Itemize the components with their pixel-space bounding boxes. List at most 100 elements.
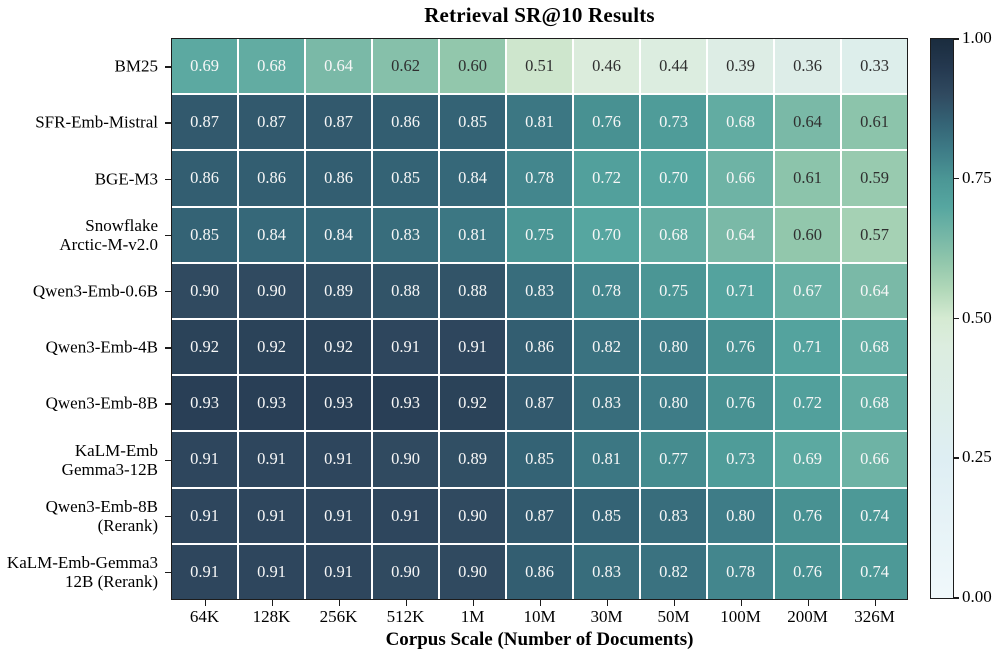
heatmap-cell: 0.76 bbox=[775, 488, 840, 543]
x-tick-mark bbox=[472, 600, 474, 606]
x-tick-mark bbox=[539, 600, 541, 606]
heatmap-cell: 0.88 bbox=[373, 263, 438, 318]
y-tick-label: Qwen3-Emb-8B bbox=[45, 393, 158, 413]
y-tick-label: SFR-Emb-Mistral bbox=[35, 112, 158, 132]
heatmap-cell: 0.83 bbox=[574, 376, 639, 431]
heatmap-cell: 0.86 bbox=[507, 544, 572, 599]
heatmap-cell: 0.92 bbox=[239, 320, 304, 375]
heatmap-cell: 0.46 bbox=[574, 39, 639, 94]
heatmap-cell: 0.90 bbox=[239, 263, 304, 318]
heatmap-cell: 0.84 bbox=[306, 207, 371, 262]
x-tick-label: 50M bbox=[657, 607, 690, 626]
heatmap-cell: 0.64 bbox=[708, 207, 773, 262]
x-tick-mark bbox=[740, 600, 742, 606]
heatmap-cell: 0.72 bbox=[574, 151, 639, 206]
heatmap-cell: 0.91 bbox=[172, 432, 237, 487]
heatmap-cell: 0.90 bbox=[373, 544, 438, 599]
x-tick-mark bbox=[807, 600, 809, 606]
heatmap-cell: 0.88 bbox=[440, 263, 505, 318]
heatmap-cell: 0.86 bbox=[507, 320, 572, 375]
heatmap-cell: 0.91 bbox=[373, 320, 438, 375]
heatmap-cell: 0.62 bbox=[373, 39, 438, 94]
heatmap-cell: 0.68 bbox=[842, 376, 907, 431]
heatmap-cell: 0.93 bbox=[373, 376, 438, 431]
heatmap-cell: 0.66 bbox=[842, 432, 907, 487]
heatmap-cell: 0.67 bbox=[775, 263, 840, 318]
colorbar-tick-label: 1.00 bbox=[962, 28, 992, 47]
y-axis-labels: BM25 SFR-Emb-Mistral BGE-M3 Snowflake Arctic… bbox=[0, 38, 164, 600]
heatmap-cell: 0.87 bbox=[239, 95, 304, 150]
heatmap-cell: 0.86 bbox=[306, 151, 371, 206]
y-tick-mark bbox=[165, 122, 171, 124]
x-tick-mark bbox=[204, 600, 206, 606]
x-tick-label: 256K bbox=[319, 607, 358, 626]
heatmap-cell: 0.91 bbox=[239, 488, 304, 543]
heatmap-cell: 0.73 bbox=[641, 95, 706, 150]
y-tick-label: Qwen3-Emb-4B bbox=[45, 337, 158, 357]
colorbar-tick-mark bbox=[954, 38, 959, 40]
heatmap-cell: 0.82 bbox=[641, 544, 706, 599]
x-tick-label: 512K bbox=[386, 607, 425, 626]
colorbar-tick-label: 0.00 bbox=[962, 587, 992, 606]
heatmap-cell: 0.85 bbox=[440, 95, 505, 150]
heatmap-cell: 0.91 bbox=[373, 488, 438, 543]
heatmap-cell: 0.74 bbox=[842, 544, 907, 599]
heatmap-cell: 0.83 bbox=[507, 263, 572, 318]
heatmap-cell: 0.78 bbox=[708, 544, 773, 599]
heatmap-cell: 0.78 bbox=[507, 151, 572, 206]
heatmap-cell: 0.93 bbox=[239, 376, 304, 431]
heatmap-cell: 0.87 bbox=[306, 95, 371, 150]
x-tick-label: 128K bbox=[252, 607, 291, 626]
heatmap-cell: 0.68 bbox=[641, 207, 706, 262]
heatmap-cell: 0.90 bbox=[440, 488, 505, 543]
heatmap-cell: 0.89 bbox=[440, 432, 505, 487]
heatmap-cell: 0.71 bbox=[775, 320, 840, 375]
x-tick-mark bbox=[271, 600, 273, 606]
heatmap-cell: 0.82 bbox=[574, 320, 639, 375]
y-tick-mark bbox=[165, 515, 171, 518]
heatmap-cell: 0.86 bbox=[373, 95, 438, 150]
colorbar-tick-label: 0.50 bbox=[962, 307, 992, 327]
heatmap-cell: 0.91 bbox=[306, 544, 371, 599]
heatmap-cell: 0.83 bbox=[373, 207, 438, 262]
heatmap-cell: 0.80 bbox=[708, 488, 773, 543]
heatmap-cell: 0.33 bbox=[842, 39, 907, 94]
heatmap-cell: 0.57 bbox=[842, 207, 907, 262]
heatmap-cell: 0.39 bbox=[708, 39, 773, 94]
colorbar-tick-mark bbox=[954, 597, 959, 599]
heatmap-cell: 0.84 bbox=[239, 207, 304, 262]
plot-area: 0.69 0.68 0.64 0.62 0.60 0.51 0.46 0.44 0.39 0.36… bbox=[171, 38, 908, 600]
heatmap-cell: 0.83 bbox=[574, 544, 639, 599]
x-tick-mark bbox=[874, 600, 876, 606]
heatmap-cell: 0.91 bbox=[440, 320, 505, 375]
heatmap-cell: 0.91 bbox=[239, 544, 304, 599]
x-tick-label: 100M bbox=[720, 607, 761, 626]
x-tick-label: 64K bbox=[189, 607, 220, 626]
heatmap-cell: 0.85 bbox=[574, 488, 639, 543]
heatmap-cell: 0.61 bbox=[775, 151, 840, 206]
chart-title: Retrieval SR@10 Results bbox=[424, 3, 655, 27]
x-tick-mark bbox=[673, 600, 675, 606]
heatmap-cell: 0.78 bbox=[574, 263, 639, 318]
heatmap-cell: 0.93 bbox=[172, 376, 237, 431]
heatmap-cell: 0.80 bbox=[641, 376, 706, 431]
heatmap-cell: 0.76 bbox=[775, 544, 840, 599]
heatmap-cell: 0.91 bbox=[239, 432, 304, 487]
heatmap-cell: 0.71 bbox=[708, 263, 773, 318]
heatmap-cell: 0.92 bbox=[306, 320, 371, 375]
heatmap-cell: 0.84 bbox=[440, 151, 505, 206]
y-tick-label: Qwen3-Emb-8B (Rerank) bbox=[45, 496, 158, 535]
heatmap-cell: 0.90 bbox=[440, 544, 505, 599]
colorbar-tick-mark bbox=[954, 177, 959, 180]
heatmap-cell: 0.85 bbox=[507, 432, 572, 487]
heatmap-cell: 0.69 bbox=[172, 39, 237, 94]
y-tick-mark bbox=[165, 459, 171, 461]
y-tick-label: Qwen3-Emb-0.6B bbox=[32, 281, 158, 301]
heatmap-cell: 0.74 bbox=[842, 488, 907, 543]
heatmap-cell: 0.93 bbox=[306, 376, 371, 431]
y-tick-mark bbox=[165, 571, 171, 574]
heatmap-cell: 0.83 bbox=[641, 488, 706, 543]
heatmap-cell: 0.91 bbox=[306, 432, 371, 487]
heatmap-cell: 0.68 bbox=[708, 95, 773, 150]
